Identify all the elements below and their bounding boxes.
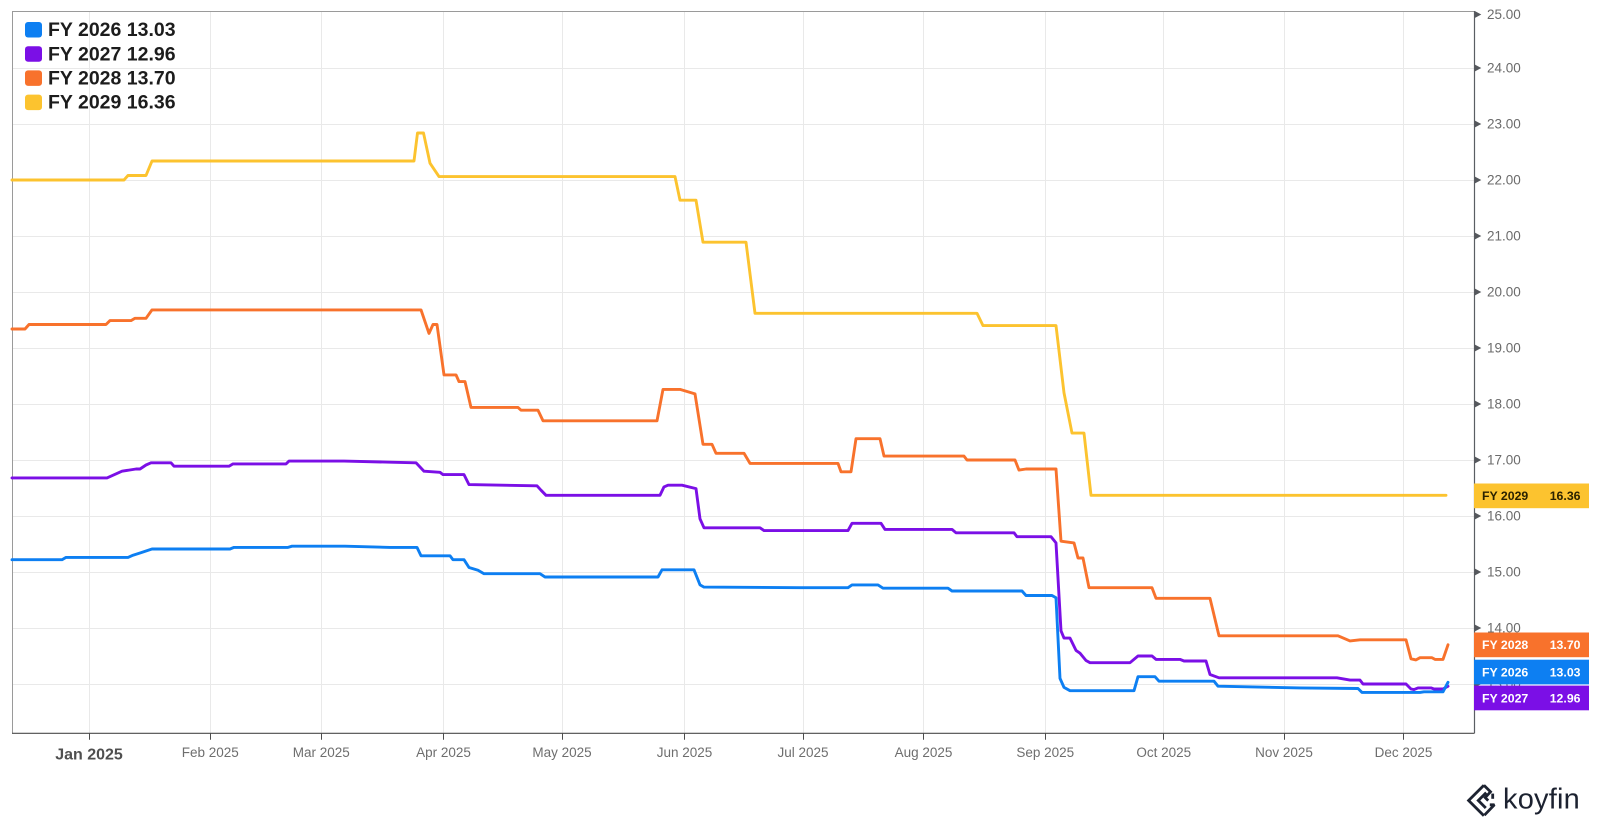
svg-text:14.00: 14.00 xyxy=(1487,621,1521,636)
svg-text:FY 2027: FY 2027 xyxy=(1482,691,1528,705)
svg-text:13.70: 13.70 xyxy=(1550,638,1581,652)
svg-text:17.00: 17.00 xyxy=(1487,453,1521,468)
svg-text:Aug 2025: Aug 2025 xyxy=(895,745,953,760)
svg-text:18.00: 18.00 xyxy=(1487,397,1521,412)
svg-text:Jun 2025: Jun 2025 xyxy=(657,745,713,760)
svg-text:FY 2028: FY 2028 xyxy=(1482,638,1528,652)
svg-text:Oct 2025: Oct 2025 xyxy=(1136,745,1191,760)
svg-text:FY 2026 13.03: FY 2026 13.03 xyxy=(48,19,176,41)
svg-text:12.96: 12.96 xyxy=(1550,691,1581,705)
svg-text:Nov 2025: Nov 2025 xyxy=(1255,745,1313,760)
svg-text:16.00: 16.00 xyxy=(1487,509,1521,524)
svg-text:Jul 2025: Jul 2025 xyxy=(777,745,828,760)
svg-text:13.03: 13.03 xyxy=(1550,665,1581,679)
svg-text:19.00: 19.00 xyxy=(1487,341,1521,356)
svg-text:16.36: 16.36 xyxy=(1550,489,1581,503)
svg-text:FY 2029: FY 2029 xyxy=(1482,489,1528,503)
svg-text:23.00: 23.00 xyxy=(1487,117,1521,132)
svg-text:25.00: 25.00 xyxy=(1487,7,1521,22)
svg-text:May 2025: May 2025 xyxy=(532,745,591,760)
svg-text:Jan 2025: Jan 2025 xyxy=(55,747,123,764)
svg-text:FY 2026: FY 2026 xyxy=(1482,665,1528,679)
svg-text:koyfin: koyfin xyxy=(1503,784,1580,816)
svg-text:Feb 2025: Feb 2025 xyxy=(182,745,239,760)
svg-text:20.00: 20.00 xyxy=(1487,285,1521,300)
svg-text:24.00: 24.00 xyxy=(1487,61,1521,76)
svg-text:Dec 2025: Dec 2025 xyxy=(1375,745,1433,760)
svg-text:FY 2027 12.96: FY 2027 12.96 xyxy=(48,43,176,65)
svg-text:21.00: 21.00 xyxy=(1487,229,1521,244)
svg-text:22.00: 22.00 xyxy=(1487,173,1521,188)
svg-text:FY 2028 13.70: FY 2028 13.70 xyxy=(48,68,176,90)
svg-text:Sep 2025: Sep 2025 xyxy=(1016,745,1074,760)
svg-text:Mar 2025: Mar 2025 xyxy=(293,745,350,760)
svg-text:15.00: 15.00 xyxy=(1487,565,1521,580)
svg-text:FY 2029 16.36: FY 2029 16.36 xyxy=(48,92,176,114)
svg-text:Apr 2025: Apr 2025 xyxy=(416,745,471,760)
